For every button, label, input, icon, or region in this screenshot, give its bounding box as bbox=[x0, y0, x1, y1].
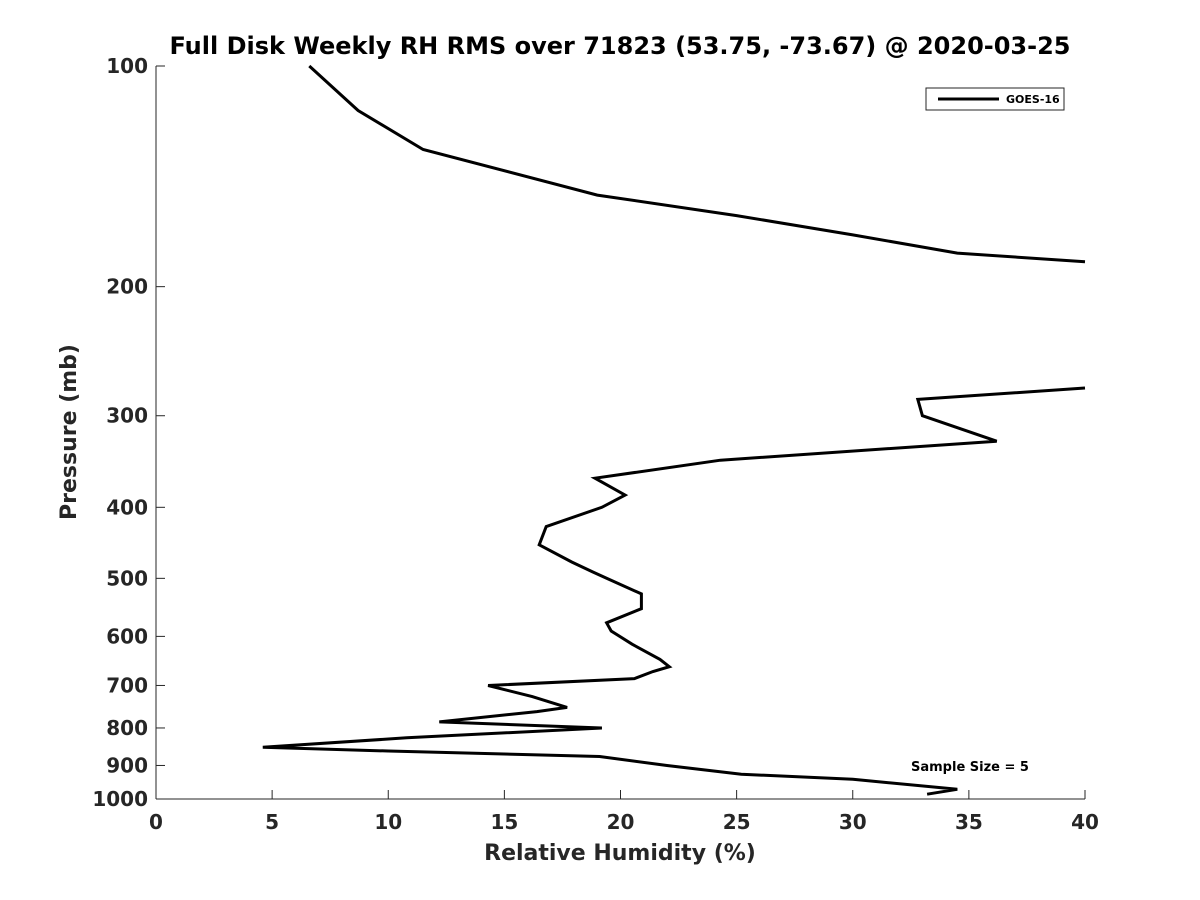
x-axis-ticks: 0 5 10 15 20 25 30 35 40 bbox=[149, 790, 1099, 834]
x-tick-label: 40 bbox=[1071, 810, 1099, 834]
x-axis-label: Relative Humidity (%) bbox=[484, 841, 756, 866]
y-tick-label: 100 bbox=[106, 54, 148, 78]
y-tick-label: 600 bbox=[106, 624, 148, 648]
x-tick-label: 5 bbox=[265, 810, 279, 834]
y-tick-label: 1000 bbox=[92, 787, 148, 811]
x-tick-label: 25 bbox=[723, 810, 751, 834]
series-layer bbox=[262, 64, 1086, 796]
y-tick-label: 300 bbox=[106, 404, 148, 428]
x-tick-label: 30 bbox=[839, 810, 867, 834]
y-axis-label: Pressure (mb) bbox=[57, 344, 82, 520]
y-tick-label: 800 bbox=[106, 716, 148, 740]
y-tick-label: 200 bbox=[106, 275, 148, 299]
legend: GOES-16 bbox=[925, 87, 1065, 111]
x-tick-label: 10 bbox=[374, 810, 402, 834]
x-tick-label: 15 bbox=[490, 810, 518, 834]
series-line-goes-16-segment-1 bbox=[308, 64, 1086, 264]
y-tick-label: 700 bbox=[106, 673, 148, 697]
y-axis-ticks: 100 200 300 400 500 600 700 800 900 1000 bbox=[92, 54, 165, 811]
y-tick-label: 500 bbox=[106, 566, 148, 590]
x-tick-label: 20 bbox=[607, 810, 635, 834]
y-tick-label: 400 bbox=[106, 495, 148, 519]
y-tick-label: 900 bbox=[106, 753, 148, 777]
series-line-goes-16-segment-2 bbox=[262, 386, 1086, 796]
x-tick-label: 35 bbox=[955, 810, 983, 834]
chart-title: Full Disk Weekly RH RMS over 71823 (53.7… bbox=[169, 32, 1070, 60]
sample-size-annotation: Sample Size = 5 bbox=[911, 760, 1029, 775]
legend-label-goes-16: GOES-16 bbox=[1006, 93, 1060, 106]
x-tick-label: 0 bbox=[149, 810, 163, 834]
